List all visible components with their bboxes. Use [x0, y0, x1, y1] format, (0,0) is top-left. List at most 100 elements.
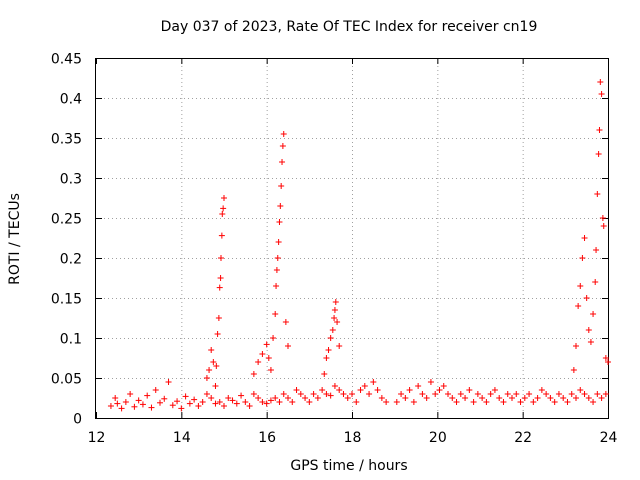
data-point — [340, 391, 347, 397]
data-point — [280, 131, 287, 137]
data-point — [393, 399, 400, 405]
x-tick-label: 20 — [429, 430, 447, 446]
data-point — [583, 295, 590, 301]
x-tick-label: 16 — [258, 430, 276, 446]
data-point — [186, 400, 193, 407]
data-point — [210, 359, 217, 365]
chart-title: Day 037 of 2023, Rate Of TEC Index for r… — [161, 19, 538, 35]
data-point — [344, 395, 351, 401]
data-point — [321, 371, 328, 377]
data-point — [282, 319, 289, 325]
data-point — [370, 379, 377, 385]
data-point — [195, 403, 202, 409]
data-point — [331, 315, 338, 321]
data-point — [575, 303, 582, 309]
data-point — [513, 391, 520, 397]
data-point — [293, 387, 300, 393]
data-point — [277, 203, 284, 209]
data-point — [178, 405, 185, 412]
data-point — [208, 395, 215, 401]
data-point — [148, 404, 155, 411]
data-point — [585, 327, 592, 333]
data-point — [599, 215, 606, 221]
data-point — [327, 392, 334, 399]
data-point — [127, 391, 134, 397]
data-point — [306, 399, 313, 405]
data-point — [279, 143, 286, 149]
data-point — [560, 395, 567, 401]
data-point — [255, 359, 262, 365]
data-point — [470, 399, 477, 405]
data-point — [107, 403, 114, 409]
data-point — [214, 331, 221, 337]
data-point — [504, 391, 511, 397]
data-point — [218, 255, 225, 261]
y-tick-label: 0.2 — [60, 252, 82, 268]
data-point — [285, 343, 291, 349]
data-point — [267, 367, 274, 373]
data-point — [406, 387, 413, 393]
y-tick-label: 0.4 — [60, 92, 82, 108]
data-point — [577, 283, 584, 289]
data-point — [157, 399, 163, 406]
data-point — [327, 335, 334, 341]
data-point — [336, 343, 343, 349]
data-point — [479, 395, 486, 401]
data-point — [273, 267, 280, 273]
data-point — [331, 383, 338, 389]
data-point — [191, 396, 198, 403]
data-point — [440, 383, 447, 389]
data-point — [165, 379, 172, 385]
data-point — [323, 355, 330, 361]
data-point — [265, 355, 272, 361]
data-point — [555, 391, 562, 397]
x-tick-label: 22 — [514, 430, 532, 446]
data-point — [366, 391, 373, 397]
data-point — [595, 151, 602, 157]
data-point — [259, 351, 266, 357]
data-point — [229, 397, 236, 404]
data-point — [206, 367, 213, 373]
data-point — [449, 395, 456, 401]
data-point — [182, 393, 189, 400]
data-point — [605, 359, 611, 365]
data-point — [144, 392, 151, 399]
data-point — [353, 399, 360, 405]
data-point — [218, 232, 225, 239]
data-point — [590, 399, 597, 405]
data-point — [577, 387, 584, 393]
data-point — [402, 395, 409, 401]
data-point — [246, 403, 253, 409]
data-point — [568, 391, 575, 397]
data-point — [597, 79, 604, 85]
data-point — [273, 283, 280, 289]
y-tick-label: 0.05 — [51, 372, 82, 388]
data-point — [334, 319, 341, 325]
data-point — [135, 397, 142, 404]
data-point — [521, 395, 528, 401]
data-point — [581, 235, 588, 241]
data-point — [587, 339, 594, 345]
data-point — [255, 395, 262, 401]
data-point — [538, 387, 545, 393]
data-point — [581, 391, 588, 397]
data-point — [225, 395, 232, 401]
data-point — [152, 387, 159, 393]
data-point — [302, 395, 309, 401]
data-point — [462, 395, 469, 401]
data-point — [496, 395, 503, 401]
x-tick-label: 14 — [173, 430, 191, 446]
x-axis-label: GPS time / hours — [290, 458, 407, 474]
data-point — [169, 402, 176, 409]
data-point — [602, 391, 609, 397]
data-point — [378, 395, 385, 401]
y-tick-label: 0.3 — [60, 172, 82, 188]
data-point — [233, 400, 240, 407]
data-point — [212, 400, 219, 407]
data-point — [329, 327, 336, 333]
data-point — [319, 387, 326, 393]
data-point — [332, 299, 339, 305]
data-point — [432, 391, 439, 397]
data-point — [203, 375, 210, 381]
